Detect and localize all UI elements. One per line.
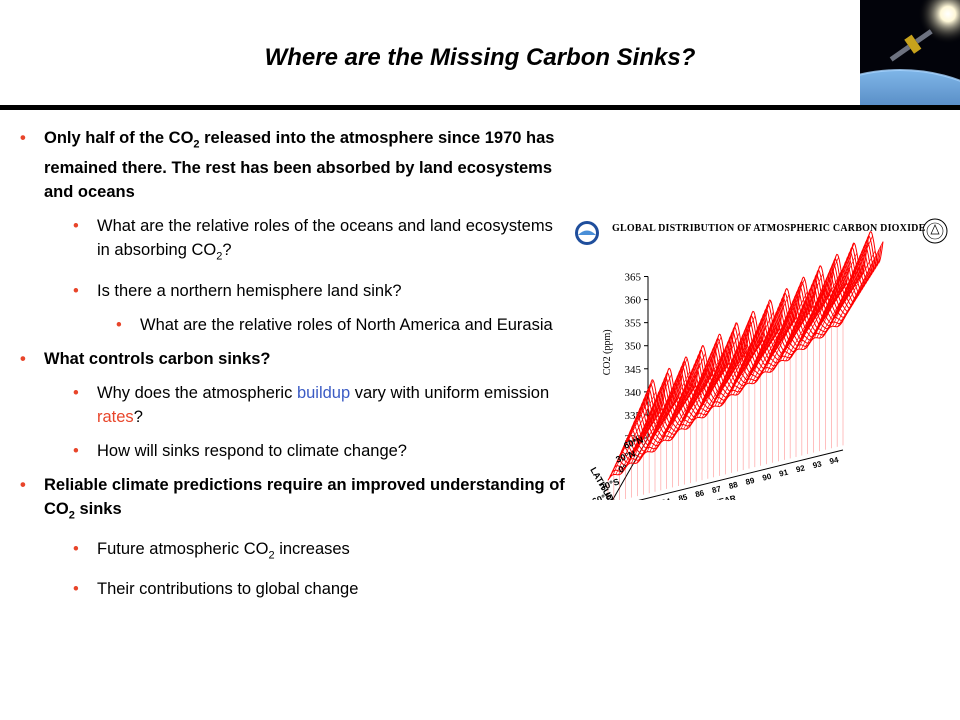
surface-cross-line: [631, 374, 672, 464]
bullet-list: • Only half of the CO2 released into the…: [20, 126, 565, 611]
surface-cross-line: [779, 265, 821, 362]
bullet-marker: •: [73, 441, 79, 460]
surface-cross-line: [709, 324, 751, 411]
highlight-rates: rates: [97, 407, 134, 426]
bullet-marker: •: [73, 580, 79, 599]
year-axis-line: [638, 449, 844, 500]
bullet-contributions: • Their contributions to global change: [20, 577, 565, 601]
surface-cross-line: [665, 353, 706, 441]
surface-cross-line: [678, 335, 719, 431]
surface-cross-line: [699, 332, 740, 418]
surface-cross-line: [746, 288, 787, 385]
surface-cross-line: [764, 278, 806, 373]
bullet-marker: •: [73, 383, 79, 402]
surface-cross-line: [816, 252, 858, 338]
surface-cross-line: [748, 294, 790, 384]
y-tick-label: 350: [625, 341, 642, 353]
surface-cross-line: [751, 309, 792, 384]
noaa-logo-icon: [575, 221, 599, 245]
surface-cross-line: [795, 255, 837, 351]
bullet-what-controls: • What controls carbon sinks?: [20, 347, 565, 371]
surface-cross-line: [730, 300, 772, 396]
surface-cross-line: [696, 322, 738, 418]
year-axis-label: YEAR: [713, 493, 737, 500]
surface-cross-line: [811, 248, 853, 341]
bullet-marker: •: [20, 349, 26, 368]
surface-cross-line: [826, 244, 868, 331]
doc-seal-icon: [922, 218, 948, 244]
title-divider: [0, 105, 960, 110]
surface-cross-line: [787, 296, 829, 361]
latitude-tick-label: 60°S: [591, 490, 613, 500]
y-tick-label: 355: [625, 318, 642, 330]
y-tick-label: 340: [625, 387, 642, 399]
surface-cross-line: [615, 391, 657, 475]
satellite-image: [860, 0, 960, 106]
year-tick-label: 89: [745, 476, 756, 487]
surface-cross-line: [646, 358, 688, 452]
bullet-sinks-respond: • How will sinks respond to climate chan…: [20, 439, 565, 463]
surface-cross-line: [693, 328, 735, 421]
surface-cross-line: [612, 380, 654, 475]
surface-cross-line: [649, 371, 691, 452]
surface-cross-line: [800, 271, 842, 350]
bullet-northern-sink: • Is there a northern hemisphere land si…: [20, 279, 565, 303]
surface-cross-line: [610, 383, 651, 477]
surface-cross-line: [782, 273, 824, 361]
surface-cross-line: [761, 279, 803, 374]
surface-cross-line: [842, 241, 884, 321]
surface-cross-line: [644, 359, 685, 454]
surface-cross-line: [712, 311, 753, 408]
bullet-marker: •: [73, 539, 79, 558]
surface-cross-line: [834, 250, 876, 327]
surface-cross-line: [798, 257, 839, 350]
bullet-buildup-vary: • Why does the atmospheric buildup vary …: [20, 381, 565, 429]
chart-title: GLOBAL DISTRIBUTION OF ATMOSPHERIC CARBO…: [612, 223, 926, 234]
year-tick-label: 94: [829, 455, 840, 466]
year-tick-label: 91: [778, 467, 789, 478]
bullet-future-increases: • Future atmospheric CO2 increases: [20, 537, 565, 567]
surface-cross-line: [714, 315, 756, 407]
bullet-marker: •: [73, 281, 79, 300]
year-tick-label: 87: [711, 484, 722, 495]
year-tick-label: 88: [728, 480, 739, 491]
surface-cross-line: [628, 368, 670, 464]
year-tick-label: 92: [795, 463, 806, 474]
surface-cross-line: [813, 243, 855, 339]
surface-cross-line: [727, 304, 769, 398]
bullet-north-america-eurasia: • What are the relative roles of North A…: [20, 313, 565, 337]
bullet-marker: •: [116, 315, 122, 334]
bullet-reliable-predictions: • Reliable climate predictions require a…: [20, 473, 565, 527]
year-tick-label: 84: [661, 496, 672, 500]
year-tick-label: 93: [812, 459, 823, 470]
surface-cross-line: [837, 262, 879, 327]
co2-distribution-chart: GLOBAL DISTRIBUTION OF ATMOSPHERIC CARBO…: [570, 210, 950, 500]
surface-cross-line: [633, 389, 675, 464]
y-tick-label: 360: [625, 295, 642, 307]
year-tick-label: 85: [678, 492, 689, 500]
y-axis-label: CO2 (ppm): [602, 329, 613, 375]
surface-cross-line: [662, 345, 704, 441]
surface-cross-line: [766, 291, 808, 373]
latitude-tick-label: 0°: [617, 462, 629, 474]
surface-cross-line: [680, 336, 722, 430]
bullet-marker: •: [20, 129, 26, 147]
surface-cross-line: [683, 350, 725, 430]
year-tick-label: 86: [694, 488, 705, 499]
bullet-co2-half: • Only half of the CO2 released into the…: [20, 126, 565, 204]
highlight-buildup: buildup: [296, 383, 351, 402]
bullet-marker: •: [20, 475, 26, 494]
surface-cross-line: [829, 232, 871, 328]
surface-cross-line: [670, 376, 711, 441]
bullet-marker: •: [73, 217, 79, 236]
surface-cross-line: [732, 312, 774, 395]
surface-cross-line: [832, 235, 873, 327]
y-tick-label: 365: [625, 272, 642, 284]
y-tick-label: 345: [625, 364, 642, 376]
slide-title: Where are the Missing Carbon Sinks?: [264, 44, 696, 71]
year-tick-label: 90: [761, 472, 772, 483]
bullet-relative-roles: • What are the relative roles of the oce…: [20, 214, 565, 268]
